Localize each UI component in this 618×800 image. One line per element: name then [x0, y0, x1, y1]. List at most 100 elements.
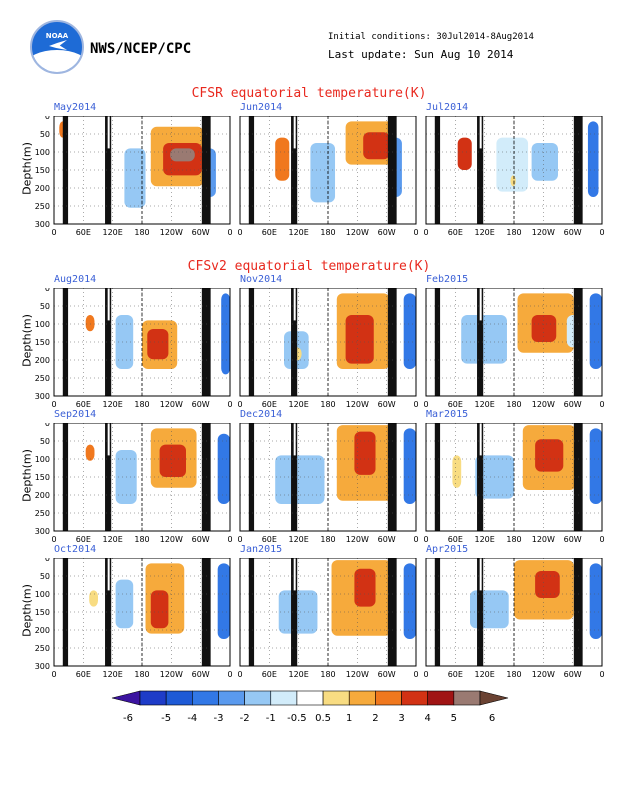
land-gap: [107, 558, 110, 591]
land-mask: [291, 423, 298, 531]
land-mask: [105, 423, 112, 531]
x-tick-label: 180: [506, 670, 521, 679]
land-mask: [62, 288, 69, 396]
panel-title: Mar2015: [426, 409, 469, 420]
x-tick-label: 120E: [103, 228, 123, 237]
anomaly-region: [124, 148, 146, 208]
panel-title: Dec2014: [240, 409, 283, 420]
land-gap: [293, 423, 296, 456]
land-mask: [105, 558, 112, 666]
colorbar-label: -2: [240, 713, 250, 724]
x-tick-label: 180: [134, 400, 149, 409]
x-tick-label: 120W: [532, 535, 555, 544]
x-tick-label: 120E: [103, 400, 123, 409]
anomaly-region: [403, 428, 416, 504]
anomaly-region: [85, 315, 95, 332]
land-mask: [291, 288, 298, 396]
x-tick-label: 180: [134, 535, 149, 544]
land-gap: [479, 116, 482, 149]
anomaly-region: [159, 444, 186, 477]
last-update: Last update: Sun Aug 10 2014: [328, 48, 514, 61]
panel-title: Jul2014: [426, 102, 469, 113]
x-tick-label: 60W: [192, 400, 210, 409]
colorbar-label: -0.5: [287, 713, 307, 724]
anomaly-region: [403, 563, 416, 639]
panel-title: Apr2015: [426, 544, 469, 555]
x-tick-label: 120E: [475, 400, 495, 409]
y-tick-label: 0: [45, 288, 50, 293]
anomaly-region: [221, 293, 230, 375]
land-mask: [248, 116, 255, 224]
x-tick-label: 60W: [378, 670, 396, 679]
land-mask: [105, 288, 112, 396]
colorbar-label: 3: [398, 713, 404, 724]
y-tick-label: 150: [35, 473, 50, 482]
plot-frame: [425, 558, 603, 667]
land-mask: [434, 558, 441, 666]
anomaly-region: [278, 590, 318, 634]
colorbar-label: 5: [451, 713, 457, 724]
x-tick-label: 60E: [76, 670, 91, 679]
y-tick-label: 300: [35, 220, 50, 229]
heatmap-panel: 0 60E 120E 180 120W 60W 0: [237, 116, 419, 237]
x-tick-label: 60W: [192, 228, 210, 237]
y-tick-label: 0: [45, 116, 50, 121]
x-tick-label: 60W: [378, 535, 396, 544]
anomaly-region: [589, 428, 602, 504]
anomaly-region: [531, 143, 558, 181]
land-mask: [248, 423, 255, 531]
x-tick-label: 60W: [192, 535, 210, 544]
cfsv2-section-title: CFSv2 equatorial temperature(K): [187, 259, 431, 274]
anomaly-region: [403, 293, 416, 369]
x-tick-label: 60W: [564, 535, 582, 544]
colorbar-label: 0.5: [315, 713, 331, 724]
x-tick-label: 60W: [564, 400, 582, 409]
x-tick-label: 120E: [475, 670, 495, 679]
x-tick-label: 180: [320, 535, 335, 544]
land-mask: [477, 558, 484, 666]
x-tick-label: 0: [237, 670, 242, 679]
panel-title: Jan2015: [240, 544, 283, 555]
panel-title: Aug2014: [54, 274, 97, 285]
y-tick-label: 0: [45, 423, 50, 428]
y-tick-label: 50: [40, 437, 50, 446]
x-tick-label: 0: [51, 400, 56, 409]
land-mask: [248, 558, 255, 666]
y-tick-label: 250: [35, 509, 50, 518]
x-tick-label: 120E: [289, 400, 309, 409]
anomaly-region: [310, 143, 336, 203]
x-tick-label: 60W: [564, 670, 582, 679]
anomaly-region: [275, 137, 290, 181]
plot-frame: [53, 288, 231, 397]
logo-text: NOAA: [45, 32, 69, 40]
x-tick-label: 60W: [378, 400, 396, 409]
colorbar-arrow-low: [111, 690, 141, 706]
colorbar-segment: [139, 690, 167, 706]
x-tick-label: 0: [227, 670, 232, 679]
x-tick-label: 0: [599, 400, 604, 409]
anomaly-region: [275, 455, 325, 504]
x-tick-label: 0: [51, 535, 56, 544]
anomaly-region: [461, 315, 507, 364]
colorbar-segment: [427, 690, 455, 706]
anomaly-region: [217, 563, 230, 639]
y-tick-label: 200: [35, 184, 50, 193]
colorbar-segment: [401, 690, 428, 706]
x-tick-label: 120W: [532, 670, 555, 679]
anomaly-region: [531, 315, 557, 342]
x-tick-label: 60E: [76, 400, 91, 409]
colorbar-segment: [375, 690, 402, 706]
y-tick-label: 100: [35, 455, 50, 464]
y-tick-label: 200: [35, 491, 50, 500]
plot-frame: [239, 288, 417, 397]
colorbar-label: 2: [372, 713, 378, 724]
land-gap: [479, 558, 482, 591]
anomaly-region: [535, 570, 560, 598]
colorbar-segment: [165, 690, 193, 706]
x-tick-label: 60E: [448, 400, 463, 409]
y-tick-label: 250: [35, 644, 50, 653]
colorbar: -6 -5 -4 -3 -2 -1 -0.5 0.5 1 2 3 4 5 6: [111, 690, 509, 724]
